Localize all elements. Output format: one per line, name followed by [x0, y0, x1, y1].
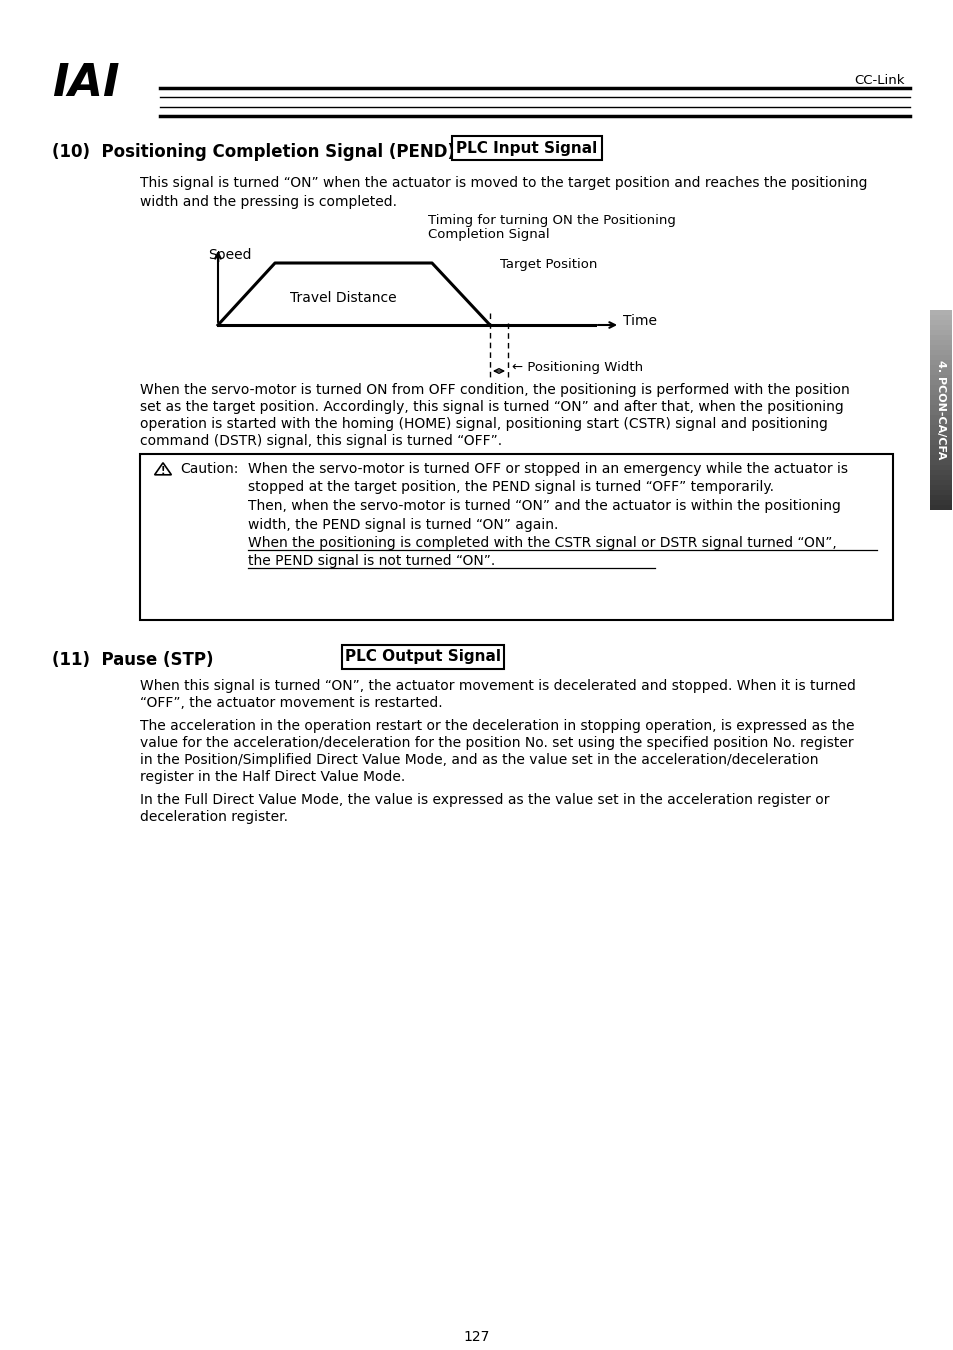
Text: the PEND signal is not turned “ON”.: the PEND signal is not turned “ON”. [248, 555, 495, 568]
Text: width, the PEND signal is turned “ON” again.: width, the PEND signal is turned “ON” ag… [248, 517, 558, 532]
Text: operation is started with the homing (HOME) signal, positioning start (CSTR) sig: operation is started with the homing (HO… [140, 417, 827, 431]
Bar [452, 136, 601, 161]
Bar [929, 390, 951, 396]
Text: This signal is turned “ON” when the actuator is moved to the target position and: This signal is turned “ON” when the actu… [140, 176, 866, 190]
Bar [929, 440, 951, 446]
Text: value for the acceleration/deceleration for the position No. set using the speci: value for the acceleration/deceleration … [140, 736, 853, 751]
Text: deceleration register.: deceleration register. [140, 810, 288, 824]
Text: The acceleration in the operation restart or the deceleration in stopping operat: The acceleration in the operation restar… [140, 720, 854, 733]
Text: Target Position: Target Position [499, 258, 597, 271]
Bar [929, 359, 951, 364]
Bar [929, 385, 951, 390]
Text: in the Position/Simplified Direct Value Mode, and as the value set in the accele: in the Position/Simplified Direct Value … [140, 753, 818, 767]
Text: 4. PCON-CA/CFA: 4. PCON-CA/CFA [935, 360, 945, 460]
Bar [929, 459, 951, 464]
Bar [929, 500, 951, 505]
Text: Caution:: Caution: [180, 462, 238, 477]
Bar [929, 474, 951, 481]
Bar [929, 344, 951, 350]
Text: In the Full Direct Value Mode, the value is expressed as the value set in the ac: In the Full Direct Value Mode, the value… [140, 792, 828, 807]
Text: command (DSTR) signal, this signal is turned “OFF”.: command (DSTR) signal, this signal is tu… [140, 433, 501, 448]
Text: Then, when the servo-motor is turned “ON” and the actuator is within the positio: Then, when the servo-motor is turned “ON… [248, 500, 840, 513]
Bar [929, 505, 951, 510]
Bar [929, 424, 951, 431]
Bar [929, 450, 951, 455]
Text: CC-Link: CC-Link [854, 74, 904, 86]
Text: PLC Input Signal: PLC Input Signal [456, 140, 597, 155]
Text: “OFF”, the actuator movement is restarted.: “OFF”, the actuator movement is restarte… [140, 697, 442, 710]
Text: ← Positioning Width: ← Positioning Width [512, 360, 642, 374]
Text: register in the Half Direct Value Mode.: register in the Half Direct Value Mode. [140, 769, 405, 784]
Bar [929, 394, 951, 400]
Text: (11)  Pause (STP): (11) Pause (STP) [52, 651, 213, 670]
Text: Time: Time [622, 315, 657, 328]
Text: Travel Distance: Travel Distance [290, 292, 396, 305]
Bar [929, 414, 951, 420]
Bar [929, 339, 951, 346]
Text: (10)  Positioning Completion Signal (PEND): (10) Positioning Completion Signal (PEND… [52, 143, 455, 161]
Bar [929, 379, 951, 385]
Text: set as the target position. Accordingly, this signal is turned “ON” and after th: set as the target position. Accordingly,… [140, 400, 842, 414]
Text: Completion Signal: Completion Signal [428, 228, 549, 242]
Bar [140, 454, 892, 620]
Text: When the positioning is completed with the CSTR signal or DSTR signal turned “ON: When the positioning is completed with t… [248, 536, 836, 549]
Text: When this signal is turned “ON”, the actuator movement is decelerated and stoppe: When this signal is turned “ON”, the act… [140, 679, 855, 693]
Bar [929, 485, 951, 490]
Text: Timing for turning ON the Positioning: Timing for turning ON the Positioning [428, 215, 675, 227]
Bar [929, 324, 951, 329]
Bar [929, 420, 951, 425]
Bar [929, 470, 951, 475]
Text: When the servo-motor is turned ON from OFF condition, the positioning is perform: When the servo-motor is turned ON from O… [140, 383, 849, 397]
Bar [929, 429, 951, 435]
Text: IAI: IAI [52, 62, 119, 105]
Bar [929, 409, 951, 414]
Bar [929, 335, 951, 340]
Text: PLC Output Signal: PLC Output Signal [345, 649, 500, 664]
Text: !: ! [161, 466, 165, 477]
Bar [929, 355, 951, 360]
Text: Speed: Speed [208, 248, 252, 262]
Bar [929, 364, 951, 370]
Text: stopped at the target position, the PEND signal is turned “OFF” temporarily.: stopped at the target position, the PEND… [248, 481, 773, 494]
Bar [929, 490, 951, 495]
Bar [929, 494, 951, 499]
Text: 127: 127 [463, 1330, 490, 1345]
Bar [929, 315, 951, 320]
Bar [929, 309, 951, 315]
Bar [929, 320, 951, 325]
Text: When the servo-motor is turned OFF or stopped in an emergency while the actuator: When the servo-motor is turned OFF or st… [248, 462, 847, 477]
Text: width and the pressing is completed.: width and the pressing is completed. [140, 194, 396, 209]
Bar [929, 435, 951, 440]
Bar [929, 479, 951, 485]
Bar [929, 464, 951, 470]
Bar [341, 645, 503, 670]
Bar [929, 444, 951, 450]
Bar [929, 400, 951, 405]
Bar [929, 329, 951, 335]
Bar [929, 374, 951, 379]
Bar [929, 405, 951, 410]
Bar [929, 350, 951, 355]
Bar [929, 370, 951, 375]
Bar [929, 455, 951, 460]
